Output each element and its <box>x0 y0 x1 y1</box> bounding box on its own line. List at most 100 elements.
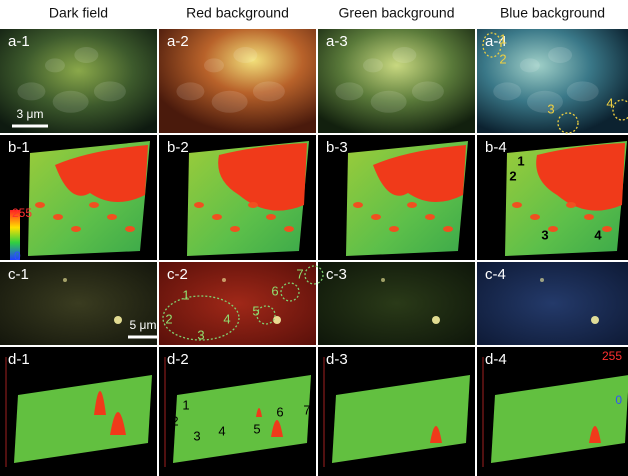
intensity-blob <box>194 202 204 208</box>
bright-spot <box>203 58 224 73</box>
annotation-number: 6 <box>276 404 283 419</box>
annotation-number: 4 <box>606 95 613 110</box>
panel <box>477 262 628 345</box>
colorbar-max: 255 <box>12 206 32 220</box>
panel-label: c-1 <box>8 266 29 283</box>
marker-circle <box>612 99 628 121</box>
bright-spot <box>211 90 248 113</box>
annotation-number: 5 <box>253 421 260 436</box>
micrograph <box>159 29 316 133</box>
intensity-blob <box>71 226 81 232</box>
panel-label: d-3 <box>326 351 348 368</box>
annotation-number: 3 <box>193 428 200 443</box>
column-header: Green background <box>339 5 455 21</box>
annotation-number: 3 <box>547 101 554 116</box>
colorbar-min: 0 <box>14 249 21 263</box>
bright-spot <box>52 90 89 113</box>
panel-label: b-2 <box>167 139 189 156</box>
intensity-blob <box>266 214 276 220</box>
intensity-peak <box>271 420 283 437</box>
annotation-number: 6 <box>271 283 278 298</box>
intensity-blob <box>125 226 135 232</box>
intensity-blob <box>353 202 363 208</box>
bright-spot <box>566 81 599 102</box>
panel <box>159 347 316 476</box>
panel <box>0 29 157 133</box>
bright-spot <box>93 81 126 102</box>
annotation-number: 2 <box>509 168 516 183</box>
micrograph <box>0 29 157 133</box>
bright-spot <box>493 82 522 101</box>
annotation-number: 4 <box>218 423 225 438</box>
intensity-blob <box>530 214 540 220</box>
intensity-peak <box>94 391 106 415</box>
bright-spot <box>392 47 417 63</box>
intensity-blob <box>425 214 435 220</box>
scale-bar-label: 5 μm <box>130 318 157 332</box>
annotation-number: 1 <box>499 31 506 46</box>
annotation-number: 2 <box>171 413 178 428</box>
panel-label: b-4 <box>485 139 507 156</box>
panel-label: c-2 <box>167 266 188 283</box>
micrograph <box>477 262 628 345</box>
intensity-blob <box>389 226 399 232</box>
intensity-blob <box>512 202 522 208</box>
intensity-peak <box>256 408 262 417</box>
bright-spot <box>233 47 258 63</box>
particle <box>114 316 122 324</box>
marker-circle <box>280 282 300 302</box>
intensity-blob <box>230 226 240 232</box>
high-intensity-region <box>373 145 466 203</box>
micrograph <box>477 29 628 133</box>
bright-spot <box>17 82 46 101</box>
intensity-blob <box>584 214 594 220</box>
annotation-number: 2 <box>499 51 506 66</box>
panel <box>0 135 157 260</box>
colorbar <box>10 210 20 260</box>
panel-label: c-4 <box>485 266 506 283</box>
marker-circle <box>162 295 240 341</box>
marker-circle <box>256 305 276 325</box>
bright-spot <box>519 58 540 73</box>
annotation-number: 1 <box>182 397 189 412</box>
bright-spot <box>370 90 407 113</box>
panel <box>159 262 316 345</box>
micrograph <box>159 262 316 345</box>
annotation-number: 2 <box>165 311 172 326</box>
panel <box>318 135 475 260</box>
particle <box>432 316 440 324</box>
column-header: Blue background <box>500 5 605 21</box>
panel <box>477 135 628 260</box>
intensity-blob <box>35 202 45 208</box>
bright-spot <box>176 82 205 101</box>
marker-circle <box>304 265 324 285</box>
intensity-peak <box>110 412 126 435</box>
annotation-number: 1 <box>517 153 524 168</box>
intensity-peak <box>430 426 442 443</box>
panel-label: d-1 <box>8 351 30 368</box>
panel-label: b-1 <box>8 139 30 156</box>
bright-spot <box>362 58 383 73</box>
panel-label: d-4 <box>485 351 507 368</box>
annotation-number: 7 <box>296 266 303 281</box>
intensity-blob <box>371 214 381 220</box>
annotation-number: 3 <box>541 227 548 242</box>
intensity-blob <box>602 226 612 232</box>
panel <box>159 29 316 133</box>
panel-label: d-2 <box>167 351 189 368</box>
panel <box>318 347 475 476</box>
panel <box>477 347 628 476</box>
particle <box>222 278 226 282</box>
micrograph <box>318 29 475 133</box>
panel-label: a-1 <box>8 33 30 50</box>
panel <box>0 347 157 476</box>
panel <box>159 135 316 260</box>
bright-spot <box>252 81 285 102</box>
high-intensity-region <box>55 145 148 203</box>
annotation-number: 7 <box>303 402 310 417</box>
annotation-number: 3 <box>197 327 204 342</box>
intensity-blob <box>284 226 294 232</box>
high-intensity-region <box>218 143 307 211</box>
colorbar-min: 0 <box>615 393 622 407</box>
